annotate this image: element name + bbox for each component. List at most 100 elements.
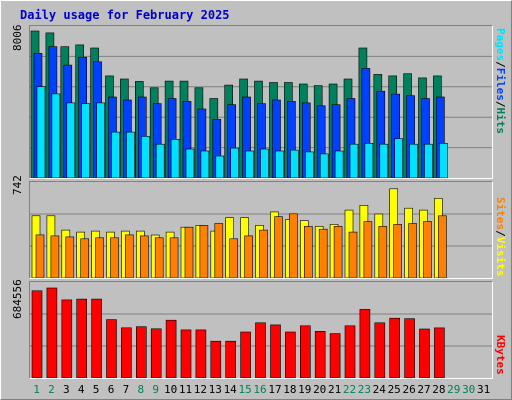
x-tick-label-day-5: 5 — [92, 383, 100, 396]
x-tick-label-day-25: 25 — [387, 383, 401, 396]
hits-legend-part-3: / — [494, 100, 507, 108]
x-tick-label-day-10: 10 — [163, 383, 178, 396]
kbytes-bar-day-13 — [210, 340, 222, 378]
sites-bar-day-28 — [438, 215, 447, 278]
pages-bar-day-1 — [36, 86, 46, 178]
sites-bar-day-21 — [333, 226, 343, 278]
sites-bar-day-3 — [65, 236, 75, 278]
kbytes-bar-day-9 — [150, 328, 162, 378]
kbytes-bar-day-19 — [299, 325, 311, 378]
sites-bar-day-7 — [125, 234, 134, 278]
x-tick-label-day-28: 28 — [432, 383, 446, 396]
pages-bar-day-15 — [245, 150, 254, 178]
sites-bar-day-20 — [318, 228, 328, 278]
pages-bar-day-2 — [51, 93, 61, 178]
files-bar-day-12 — [197, 108, 207, 178]
x-tick-label-day-4: 4 — [77, 383, 85, 396]
kbytes-bar-day-5 — [91, 298, 102, 378]
x-tick-label-day-13: 13 — [208, 383, 222, 396]
x-tick-label-day-8: 8 — [137, 383, 145, 396]
sites-bar-day-26 — [408, 223, 417, 278]
sites-bar-day-1 — [35, 234, 45, 278]
kbytes-svg — [30, 287, 492, 378]
kbytes-bar-day-21 — [329, 333, 341, 378]
pages-bar-day-18 — [290, 149, 299, 178]
sites-bar-day-23 — [363, 221, 373, 278]
pages-bar-day-3 — [66, 102, 76, 178]
files-bar-day-20 — [316, 105, 326, 178]
kbytes-bar-day-2 — [46, 287, 58, 378]
x-tick-label-day-19: 19 — [298, 383, 312, 396]
x-tick-label-day-2: 2 — [48, 383, 55, 396]
files-bar-day-18 — [287, 101, 296, 178]
hits-legend-part-0: Pages — [494, 28, 507, 62]
sites-bar-day-8 — [140, 235, 149, 278]
sites-bar-day-19 — [303, 226, 313, 278]
sites-bar-day-25 — [393, 224, 403, 278]
sites-bar-day-15 — [244, 235, 253, 278]
sites-bar-day-24 — [378, 226, 388, 278]
x-tick-label-day-14: 14 — [223, 383, 237, 396]
sites-bar-day-4 — [80, 238, 90, 278]
sites-bar-day-13 — [214, 223, 224, 278]
kbytes-legend: KBytes — [494, 335, 507, 375]
x-tick-label-day-1: 1 — [33, 383, 40, 396]
kbytes-bar-day-15 — [240, 331, 251, 378]
files-bar-day-26 — [406, 95, 415, 178]
sites-bar-day-16 — [259, 229, 268, 278]
hits-files-pages-svg — [30, 30, 492, 178]
hits-legend-part-1: / — [494, 61, 507, 68]
x-tick-label-day-11: 11 — [178, 383, 193, 396]
sites-bar-day-27 — [423, 221, 432, 278]
x-tick-label-day-6: 6 — [107, 383, 115, 396]
x-tick-label-day-26: 26 — [402, 383, 416, 396]
files-bar-day-11 — [182, 101, 192, 178]
files-bar-day-22 — [346, 98, 356, 178]
x-tick-label-day-12: 12 — [193, 383, 208, 396]
sites-bar-day-14 — [229, 238, 238, 278]
hits-files-pages-legend: Pages/Files/Hits — [494, 28, 507, 134]
visits-sites-legend: Sites/Visits — [494, 197, 507, 277]
kbytes-bar-day-18 — [285, 331, 296, 378]
chart-title: Daily usage for February 2025 — [20, 8, 230, 22]
pages-bar-day-26 — [409, 143, 418, 178]
kbytes-bar-day-20 — [314, 330, 326, 378]
files-bar-day-19 — [301, 102, 311, 178]
pages-bar-day-19 — [304, 151, 314, 178]
pages-bar-day-9 — [155, 143, 165, 178]
visits-ymax-label: 742 — [11, 175, 24, 195]
hits-ymax-label: 8006 — [11, 24, 24, 52]
pages-bar-day-10 — [170, 139, 180, 178]
files-bar-day-9 — [152, 103, 162, 178]
pages-bar-day-20 — [319, 153, 329, 178]
pages-bar-day-25 — [394, 138, 404, 178]
kbytes-bar-day-12 — [195, 329, 207, 378]
kbytes-bar-day-22 — [344, 325, 356, 378]
hits-legend-part-4: Hits — [494, 107, 507, 135]
kbytes-bar-day-1 — [31, 290, 43, 378]
sites-bar-day-10 — [169, 237, 179, 278]
kbytes-bar-day-4 — [76, 298, 88, 378]
sites-bar-day-22 — [348, 231, 358, 278]
pages-bar-day-16 — [260, 148, 269, 178]
files-bar-day-14 — [227, 104, 236, 178]
pages-bar-day-11 — [185, 148, 195, 178]
files-bar-day-17 — [272, 99, 281, 178]
files-bar-day-27 — [421, 98, 430, 178]
x-tick-label-day-31: 31 — [476, 383, 491, 396]
files-bar-day-25 — [391, 93, 401, 178]
kbytes-bar-day-28 — [434, 327, 445, 378]
x-tick-label-day-3: 3 — [62, 383, 70, 396]
x-tick-label-day-27: 27 — [417, 383, 431, 396]
files-bar-day-24 — [376, 90, 386, 178]
kbytes-bar-day-14 — [225, 340, 236, 378]
kbytes-plot — [29, 281, 493, 379]
visits-legend-part-2: Visits — [494, 236, 507, 277]
visits-sites-svg — [30, 188, 492, 278]
files-bar-day-15 — [242, 96, 251, 178]
visits-legend-part-0: Sites — [494, 197, 507, 231]
kbytes-bar-day-17 — [270, 324, 281, 378]
sites-bar-day-6 — [110, 237, 119, 278]
x-axis-labels: 1 2 3 4 5 6 7 8 9 10 11 12 13 14 15 16 17 18 19 20 21 22 23 24 2… — [29, 383, 491, 397]
